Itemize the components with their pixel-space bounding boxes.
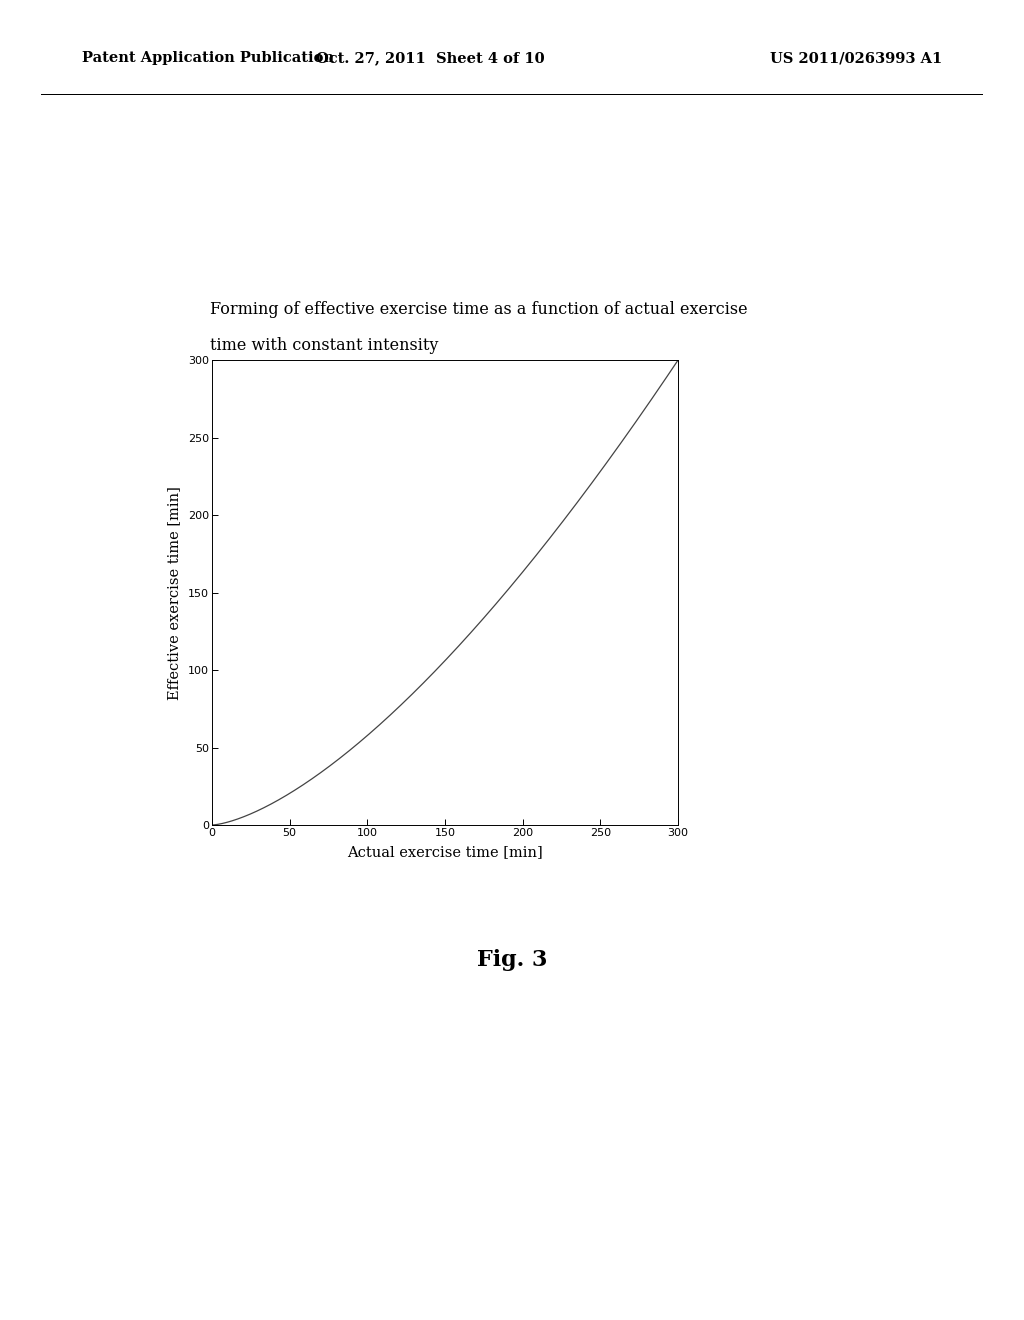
Text: Oct. 27, 2011  Sheet 4 of 10: Oct. 27, 2011 Sheet 4 of 10 [315, 51, 545, 65]
X-axis label: Actual exercise time [min]: Actual exercise time [min] [347, 845, 543, 859]
Text: Fig. 3: Fig. 3 [477, 949, 547, 970]
Y-axis label: Effective exercise time [min]: Effective exercise time [min] [167, 486, 181, 700]
Text: Forming of effective exercise time as a function of actual exercise: Forming of effective exercise time as a … [210, 301, 748, 318]
Text: US 2011/0263993 A1: US 2011/0263993 A1 [770, 51, 942, 65]
Text: time with constant intensity: time with constant intensity [210, 337, 438, 354]
Text: Patent Application Publication: Patent Application Publication [82, 51, 334, 65]
